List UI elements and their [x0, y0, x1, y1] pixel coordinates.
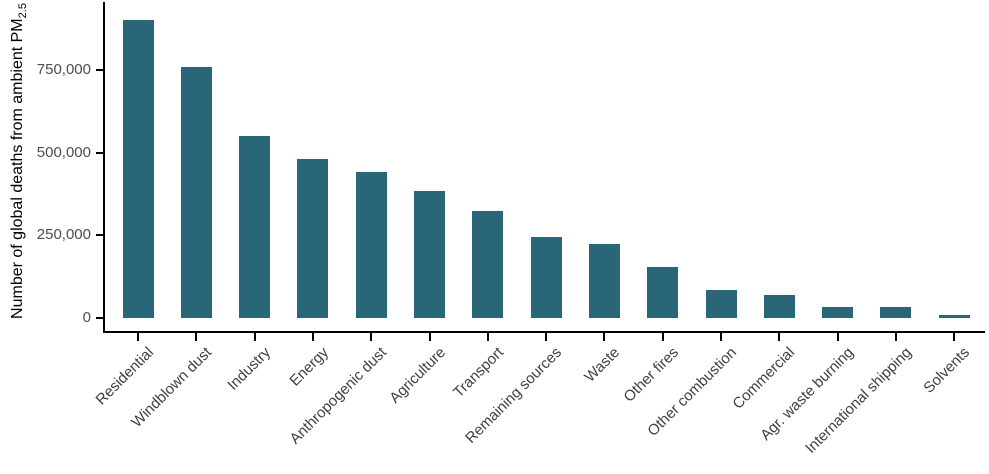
x-tick-label-agriculture: Agriculture: [385, 344, 449, 407]
bar-remaining-sources: [530, 236, 562, 318]
y-tick-label-750-000: 750,000: [36, 60, 91, 78]
bar-agriculture: [414, 190, 445, 318]
x-tick-mark-solvents: [953, 333, 956, 341]
y-axis-title-subscript: 2.5: [17, 3, 29, 19]
x-tick-mark-waste: [603, 333, 606, 341]
x-tick-label-transport: Transport: [449, 344, 507, 402]
bar-other-combustion: [705, 289, 737, 318]
x-tick-label-industry: Industry: [223, 344, 274, 394]
y-tick-label-0: 0: [82, 309, 91, 326]
y-axis-title: Number of global deaths from ambient PM2…: [9, 0, 31, 331]
bar-transport: [472, 210, 504, 318]
x-tick-mark-other-combustion: [720, 333, 722, 341]
bar-agr-waste-burning: [822, 306, 854, 318]
y-tick-label-250-000: 250,000: [36, 226, 91, 244]
bar-waste: [588, 243, 620, 318]
x-tick-mark-agriculture: [428, 333, 431, 341]
x-tick-mark-windblown-dust: [195, 333, 198, 341]
bar-solvents: [938, 315, 970, 318]
x-tick-mark-other-fires: [661, 333, 664, 341]
bar-industry: [239, 136, 271, 318]
y-tick-label-500-000: 500,000: [36, 143, 91, 161]
x-tick-label-international-shipping: International shipping: [802, 344, 915, 457]
x-tick-label-waste: Waste: [581, 344, 624, 386]
bar-residential: [122, 20, 154, 318]
bar-windblown-dust: [180, 66, 212, 318]
bar-energy: [297, 159, 329, 318]
x-tick-mark-transport: [486, 333, 489, 341]
x-tick-label-other-fires: Other fires: [620, 344, 682, 406]
y-tick-mark-500-000: [96, 151, 103, 154]
x-tick-mark-anthropogenic-dust: [370, 333, 373, 341]
y-tick-mark-250-000: [96, 234, 103, 237]
x-tick-mark-agr-waste-burning: [836, 333, 839, 341]
x-tick-mark-international-shipping: [894, 333, 897, 341]
x-tick-label-solvents: Solvents: [920, 344, 974, 397]
x-tick-mark-commercial: [778, 333, 781, 341]
x-tick-mark-energy: [311, 333, 314, 341]
bar-international-shipping: [880, 307, 912, 318]
plot-area: [96, 2, 985, 341]
x-tick-mark-residential: [137, 333, 139, 341]
x-tick-label-anthropogenic-dust: Anthropogenic dust: [286, 344, 391, 448]
x-tick-label-energy: Energy: [286, 344, 332, 390]
y-tick-mark-0: [96, 317, 103, 319]
bar-other-fires: [647, 266, 679, 318]
x-tick-mark-remaining-sources: [545, 333, 548, 341]
bar-anthropogenic-dust: [355, 172, 387, 318]
x-tick-mark-industry: [253, 333, 256, 341]
bar-commercial: [763, 294, 795, 318]
y-tick-mark-750-000: [96, 68, 103, 71]
